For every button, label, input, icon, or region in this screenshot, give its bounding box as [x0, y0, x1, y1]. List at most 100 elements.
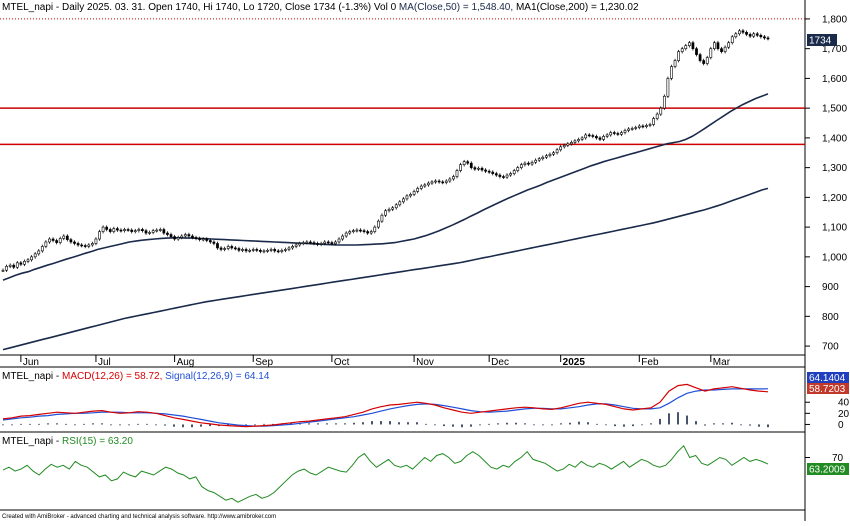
candle-body	[330, 242, 334, 245]
candle-body	[262, 250, 266, 253]
candle-body	[162, 229, 166, 234]
candle-body	[537, 158, 541, 161]
macd-histogram-bar	[632, 424, 634, 427]
candle-body	[273, 249, 277, 252]
candle-body	[76, 243, 80, 246]
month-label: Aug	[177, 357, 195, 368]
candle-body	[337, 238, 341, 243]
candle-body	[44, 241, 48, 247]
macd-histogram-bar	[74, 424, 76, 426]
candle-body	[630, 128, 634, 130]
candle-body	[616, 133, 620, 135]
macd-histogram-bar	[677, 412, 679, 425]
month-label: Jun	[23, 357, 39, 368]
candle-body	[40, 246, 44, 252]
candle-body	[248, 250, 252, 252]
macd-histogram-bar	[101, 423, 103, 425]
candle-body	[280, 250, 284, 252]
candle-body	[620, 132, 623, 135]
candle-body	[126, 229, 130, 231]
candle-body	[680, 48, 684, 52]
candle-body	[634, 127, 638, 129]
candle-body	[684, 45, 688, 49]
candle-body	[716, 42, 720, 49]
candle-body	[398, 201, 402, 206]
candle-body	[602, 136, 605, 140]
ma200-line	[2, 187, 769, 351]
candle-body	[201, 238, 205, 241]
macd-signal-badge: 64.1404	[807, 372, 849, 384]
price-ytick-label: 1,700	[822, 44, 847, 55]
candle-body	[298, 243, 302, 246]
candle-body	[612, 132, 616, 134]
candle-body	[341, 235, 344, 240]
candle-body	[412, 191, 416, 195]
macd-histogram-bar	[650, 423, 652, 425]
month-label: Dec	[491, 357, 509, 368]
candle-body	[748, 34, 752, 37]
candle-body	[58, 238, 62, 243]
candle-body	[691, 42, 695, 49]
candle-body	[148, 232, 151, 234]
candle-body	[720, 48, 723, 52]
macd-histogram-bar	[209, 424, 211, 427]
candle-body	[69, 239, 73, 243]
candle-body	[745, 32, 748, 35]
macd-histogram-bar	[344, 423, 346, 425]
macd-histogram-bar	[551, 424, 553, 426]
candle-body	[645, 125, 648, 127]
macd-histogram-bar	[533, 424, 535, 426]
macd-line	[2, 383, 769, 428]
macd-histogram-bar	[623, 424, 625, 427]
macd-histogram-bar	[146, 423, 148, 425]
candle-body	[727, 42, 731, 48]
candle-body	[670, 66, 673, 79]
macd-histogram-bar	[254, 424, 256, 426]
candle-body	[587, 134, 591, 137]
candle-body	[409, 194, 412, 197]
candle-body	[580, 137, 584, 140]
macd-histogram-bar	[695, 421, 697, 425]
candle-body	[205, 238, 209, 241]
macd-histogram-bar	[542, 424, 544, 426]
candle-body	[562, 145, 566, 148]
candle-body	[212, 241, 216, 244]
month-label: Feb	[641, 357, 659, 368]
candle-body	[169, 234, 173, 237]
candle-body	[713, 42, 716, 49]
macd-badge: 58.7203	[807, 383, 849, 395]
candle-body	[523, 162, 527, 165]
candle-body	[480, 167, 484, 171]
month-label: Mar	[713, 357, 731, 368]
candle-body	[709, 48, 713, 58]
macd-histogram-bar	[380, 421, 382, 425]
candle-body	[305, 241, 309, 244]
macd-histogram-bar	[38, 423, 40, 425]
candle-body	[1, 269, 5, 272]
candle-body	[637, 125, 641, 128]
macd-histogram-bar	[740, 424, 742, 426]
candle-body	[466, 161, 470, 164]
candle-body	[301, 242, 305, 244]
macd-histogram-bar	[668, 413, 670, 425]
candle-body	[509, 173, 512, 176]
macd-histogram-bar	[128, 424, 130, 426]
candle-body	[548, 153, 552, 157]
macd-histogram-bar	[443, 424, 445, 427]
candle-body	[319, 243, 323, 245]
candle-body	[484, 169, 487, 172]
month-label: Oct	[334, 357, 350, 368]
candle-body	[244, 249, 248, 252]
price-ytick-label: 1,400	[822, 133, 847, 144]
candle-body	[230, 246, 234, 249]
candle-body	[80, 244, 84, 247]
candle-body	[505, 174, 509, 178]
candle-body	[702, 60, 706, 64]
candle-body	[494, 173, 498, 176]
price-badge: 1734	[807, 34, 837, 47]
candle-body	[655, 113, 659, 119]
candle-body	[323, 241, 327, 244]
macd-histogram-bar	[191, 424, 193, 428]
macd-histogram-bar	[173, 424, 175, 427]
candle-body	[309, 241, 312, 244]
